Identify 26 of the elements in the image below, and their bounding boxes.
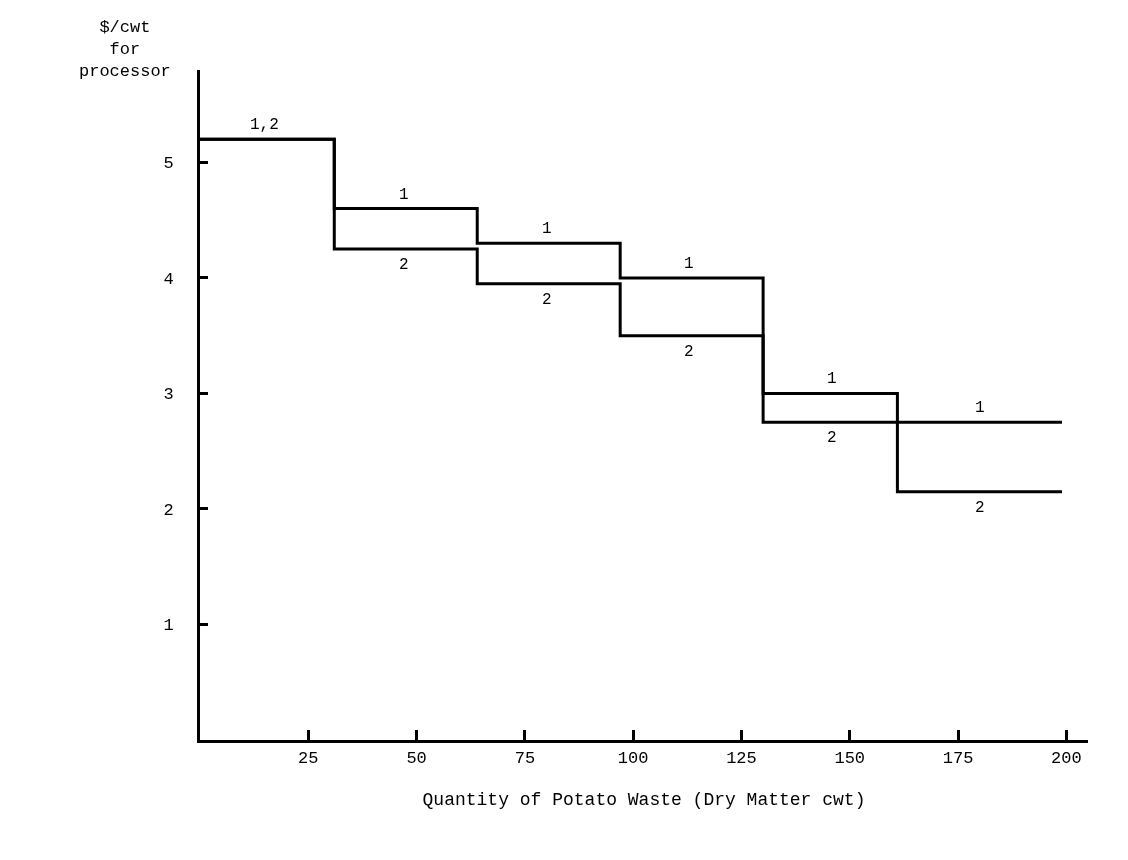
x-tick-label: 175 bbox=[942, 749, 974, 769]
x-axis-title: Quantity of Potato Waste (Dry Matter cwt) bbox=[422, 789, 866, 810]
x-tick-label: 75 bbox=[514, 749, 536, 769]
x-tick-label: 150 bbox=[834, 749, 866, 769]
y-tick-label: 5 bbox=[163, 154, 174, 174]
x-tick-label: 100 bbox=[617, 749, 649, 769]
x-tick-label: 125 bbox=[726, 749, 757, 769]
x-tick-label: 200 bbox=[1051, 749, 1082, 769]
y-tick-label: 4 bbox=[163, 269, 174, 289]
annotation: 2 bbox=[542, 291, 552, 309]
annotation: 2 bbox=[399, 256, 409, 274]
y-tick-label: 3 bbox=[163, 385, 174, 405]
annotation: 1 bbox=[399, 186, 409, 204]
annotation: 2 bbox=[975, 499, 985, 517]
y-tick-label: 2 bbox=[163, 500, 174, 520]
annotation: 1,2 bbox=[250, 116, 279, 134]
annotation: 1 bbox=[827, 370, 837, 388]
y-tick-label: 1 bbox=[163, 616, 174, 636]
annotation: 2 bbox=[827, 429, 837, 447]
y-axis-title: $/cwt for processor bbox=[79, 18, 171, 82]
annotation: 1 bbox=[542, 220, 552, 238]
annotation: 1 bbox=[684, 255, 694, 273]
x-tick-label: 25 bbox=[298, 749, 319, 769]
x-tick-label: 50 bbox=[406, 749, 427, 769]
annotation: 1 bbox=[975, 399, 985, 417]
annotation: 2 bbox=[684, 343, 694, 361]
